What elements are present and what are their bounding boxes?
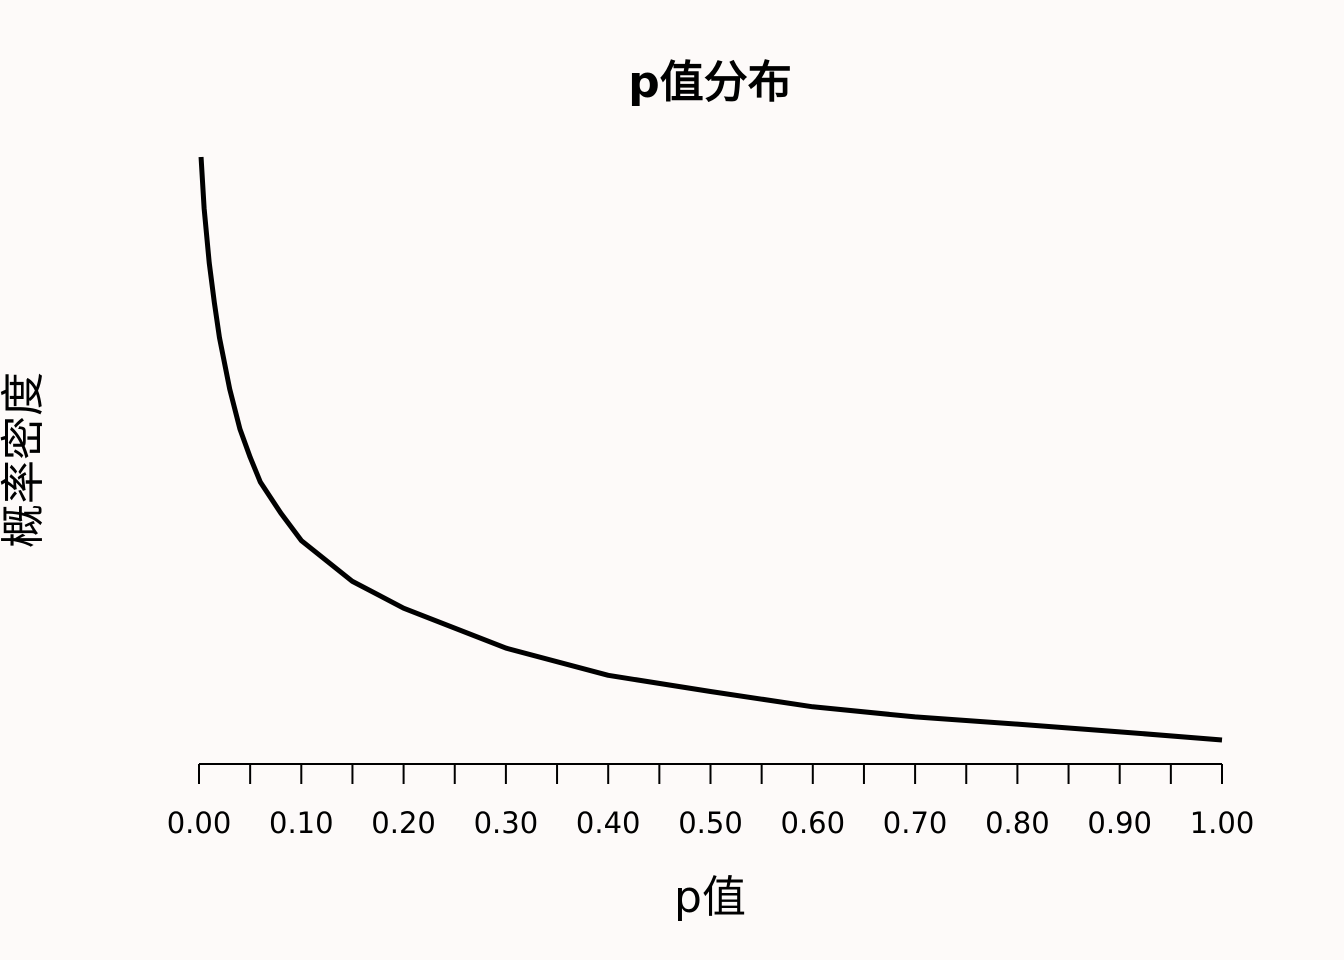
chart-title: p值分布 [628,57,792,108]
x-tick-label: 0.50 [678,806,743,840]
x-tick-label: 0.10 [269,806,334,840]
x-tick-label: 0.20 [371,806,436,840]
plot-series [198,156,1223,743]
density-curve [198,156,1223,743]
x-tick-label: 0.80 [985,806,1050,840]
x-tick-label: 1.00 [1190,806,1255,840]
x-axis-label: p值 [674,872,746,923]
x-tick-label: 0.60 [781,806,846,840]
x-axis: 0.00 0.10 0.20 0.30 0.40 0.50 0.60 0.70 0.80 0.90… [167,763,1255,840]
x-tick-label: 0.40 [576,806,641,840]
x-tick-label: 0.30 [474,806,539,840]
x-tick-label: 0.00 [167,806,232,840]
x-tick-label: 0.70 [883,806,948,840]
y-axis-label: 概率密度 [0,372,49,548]
x-tick-label: 0.90 [1087,806,1152,840]
